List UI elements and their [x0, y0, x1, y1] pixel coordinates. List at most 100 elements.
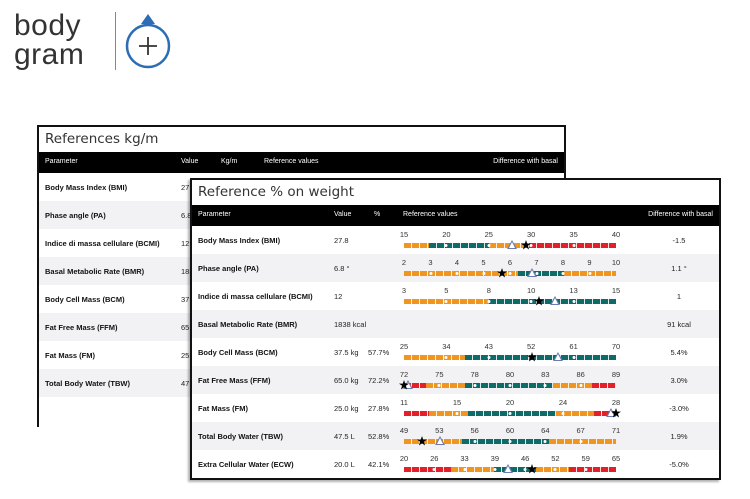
parameter-value: 47.5 L	[334, 432, 355, 441]
parameter-name: Total Body Water (TBW)	[45, 379, 130, 388]
tick-dot	[487, 244, 491, 247]
parameter-name: Indice di massa cellulare (BCMI)	[45, 239, 160, 248]
header-parameter: Parameter	[45, 158, 78, 165]
parameter-value: 47.5	[181, 379, 196, 388]
table-row: Fat Free Mass (FFM) 65.0 kg 72.2% 3.0% 72 75 7…	[192, 366, 719, 394]
tick-label: 52	[551, 454, 560, 463]
difference-value: -5.0%	[669, 460, 689, 469]
reference-range-bar: 2 3 4 5 6 7 8 9 10	[402, 258, 620, 279]
parameter-name: Fat Mass (FM)	[45, 351, 96, 360]
tick-dot	[487, 300, 491, 303]
tick-dot	[529, 244, 533, 247]
tick-dot	[529, 300, 533, 303]
panel-title: Reference % on weight	[198, 184, 355, 200]
tick-label: 64	[541, 426, 550, 435]
tick-label: 53	[435, 426, 444, 435]
tick-label: 78	[470, 370, 479, 379]
header-difference: Difference with basal	[493, 158, 558, 165]
parameter-value: 1838 kcal	[334, 320, 367, 329]
table-row: Body Cell Mass (BCM) 37.5 kg 57.7% 5.4% 25 34…	[192, 338, 719, 366]
tick-dot	[561, 272, 565, 275]
difference-value: -1.5	[672, 236, 686, 245]
tick-label: 49	[399, 426, 409, 435]
reference-range-bar: 15 20 25 30 35 40	[400, 230, 620, 251]
tick-label: 5	[481, 258, 486, 267]
tick-dot	[473, 440, 477, 443]
parameter-name: Body Cell Mass (BCM)	[198, 348, 278, 357]
tick-dot	[508, 440, 512, 443]
tick-dot	[455, 272, 459, 275]
parameter-value: 27.8	[334, 236, 349, 245]
tick-label: 13	[569, 286, 578, 295]
tick-label: 30	[527, 230, 536, 239]
basal-triangle-marker	[605, 408, 616, 417]
basal-triangle-marker	[526, 268, 537, 277]
tick-label: 56	[470, 426, 479, 435]
range-segment-red	[593, 411, 616, 416]
range-segment-teal	[517, 271, 565, 276]
table-header: Parameter Value % Reference values Diffe…	[192, 205, 719, 226]
tick-label: 75	[435, 370, 444, 379]
parameter-name: Phase angle (PA)	[198, 264, 259, 273]
tick-dot	[553, 468, 557, 471]
tick-dot	[455, 412, 459, 415]
tick-dot	[508, 272, 512, 275]
tick-dot	[572, 356, 576, 359]
tick-label: 9	[587, 258, 592, 267]
tick-dot	[579, 440, 583, 443]
current-star-marker	[497, 268, 508, 278]
tick-dot	[523, 468, 527, 471]
tick-dot	[444, 356, 448, 359]
tick-label: 52	[527, 342, 536, 351]
reference-range-bar: 20 26 33 39 46 52 59 65	[400, 454, 620, 475]
range-segment-teal	[467, 411, 556, 416]
parameter-value: 25.0	[181, 351, 196, 360]
tick-label: 89	[611, 370, 621, 379]
difference-value: 1.9%	[670, 432, 688, 441]
range-segment-orange	[429, 411, 468, 416]
current-star-marker	[611, 408, 621, 418]
range-segment-orange	[553, 383, 592, 388]
tick-dot	[584, 468, 588, 471]
range-segment-orange	[404, 439, 462, 444]
parameter-value: 65.0 kg	[334, 376, 359, 385]
tick-dot	[508, 384, 512, 387]
tick-label: 34	[442, 342, 451, 351]
reference-percent-weight-panel: Reference % on weight Parameter Value % …	[190, 178, 721, 480]
tick-label: 59	[581, 454, 590, 463]
basal-triangle-marker	[507, 240, 518, 249]
table-row: Body Mass Index (BMI) 27.8	[39, 173, 564, 201]
tick-label: 8	[560, 258, 566, 267]
tick-dot	[437, 384, 441, 387]
parameter-value: 25.0 kg	[334, 404, 359, 413]
tick-label: 46	[520, 454, 530, 463]
parameter-name: Indice di massa cellulare (BCMI)	[198, 292, 313, 301]
reference-range-bar: 72 75 78 80 83 86 89	[399, 370, 620, 391]
range-segment-red	[404, 383, 426, 388]
tick-label: 15	[611, 286, 621, 295]
tick-dot	[572, 244, 576, 247]
difference-value: 1	[676, 292, 682, 301]
drop-plus-icon	[125, 14, 171, 69]
range-segment-red	[404, 467, 451, 472]
tick-dot	[579, 384, 583, 387]
tick-label: 72	[399, 370, 409, 379]
current-star-marker	[527, 352, 538, 362]
parameter-value: 20.0 L	[334, 460, 355, 469]
parameter-value: 27.8	[181, 183, 196, 192]
tick-label: 40	[611, 230, 621, 239]
current-star-marker	[526, 464, 537, 474]
tick-dot	[444, 244, 448, 247]
parameter-value: 12	[334, 292, 343, 301]
tick-label: 20	[442, 230, 451, 239]
table-row: Phase angle (PA) 6.8 ° 1.1 ° 2 3 4 5 6 7 8 9 10	[192, 254, 719, 282]
parameter-percent: 57.7%	[368, 348, 390, 357]
range-segment-red	[591, 383, 616, 388]
difference-value: -3.0%	[669, 404, 689, 413]
parameter-name: Body Mass Index (BMI)	[198, 236, 281, 245]
parameter-name: Fat Mass (FM)	[198, 404, 249, 413]
reference-range-bar: 11 15 20 24 28	[400, 399, 621, 419]
parameter-value: 1838	[181, 267, 198, 276]
difference-value: 1.1 °	[671, 264, 687, 273]
tick-dot	[561, 412, 565, 415]
